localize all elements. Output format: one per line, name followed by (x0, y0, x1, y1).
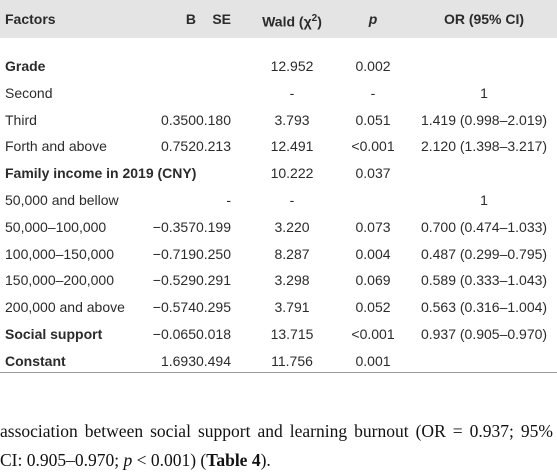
paragraph-text: p (123, 450, 133, 470)
header-superscript: 2 (311, 13, 318, 24)
table-cell: 0.180 (195, 111, 231, 128)
table-cell: 2.120 (1.398–3.217) (420, 138, 548, 155)
paragraph-text: < 0.001) ( (132, 450, 207, 470)
row-label: Forth and above (5, 138, 107, 155)
table-cell: 0.051 (355, 111, 391, 128)
row-label: Social support (5, 326, 103, 342)
table-cell: 3.793 (274, 111, 310, 128)
table-cell: 0.037 (355, 165, 391, 182)
table-bottom-rule (0, 372, 557, 373)
table-cell: 0.700 (0.474–1.033) (420, 218, 548, 235)
table-cell: 0.487 (0.299–0.795) (420, 245, 548, 262)
row-label: 50,000–100,000 (5, 218, 107, 235)
table-cell: 11.756 (271, 352, 313, 369)
table-cell: - (289, 84, 295, 101)
table-cell: 3.791 (274, 299, 310, 316)
table-cell: 0.589 (0.333–1.043) (420, 272, 548, 289)
row-label: 200,000 and above (5, 299, 125, 316)
table-cell: 0.494 (195, 352, 231, 369)
row-label: 50,000 and bellow (5, 192, 119, 208)
table-cell: 0.752 (160, 138, 196, 155)
row-label: 100,000–150,000 (5, 245, 114, 262)
table-cell: 0.073 (355, 218, 391, 235)
table-cell: 0.002 (355, 58, 391, 74)
table-cell: 0.001 (355, 352, 391, 369)
table-cell: 12.491 (270, 138, 314, 155)
table-cell: 3.220 (274, 218, 310, 235)
table-cell: 1 (480, 192, 488, 208)
row-label: Second (5, 84, 53, 101)
table-cell: - (226, 192, 231, 208)
column-header: Factors (5, 11, 56, 27)
table-cell: −0.719 (152, 245, 196, 262)
paragraph-text: Table 4 (206, 450, 261, 470)
header-text: Wald (χ (262, 13, 312, 30)
table-cell: - (289, 192, 295, 208)
column-header: OR (95% CI) (443, 11, 525, 27)
table-cell: 0.069 (355, 272, 391, 289)
table-cell: 1.419 (0.998–2.019) (420, 111, 548, 128)
table-cell: 3.298 (274, 272, 310, 289)
table-cell: 0.295 (195, 299, 231, 316)
table-cell: 0.291 (195, 272, 231, 289)
row-label: 150,000–200,000 (5, 272, 114, 289)
table-cell: 0.052 (355, 299, 391, 316)
row-label: Grade (5, 58, 46, 74)
table-cell: 13.715 (270, 326, 314, 342)
table-cell: 0.018 (195, 326, 231, 342)
row-label: Third (5, 111, 37, 128)
column-header: p (368, 11, 378, 27)
table-cell: −0.529 (152, 272, 196, 289)
table-cell: - (370, 84, 376, 101)
column-header: B (185, 11, 196, 27)
column-header: Wald (χ2) (262, 10, 322, 31)
table-cell: −0.357 (152, 218, 196, 235)
paragraph-text: ). (260, 450, 271, 470)
table-cell: 1 (480, 84, 488, 101)
table-header-background (0, 0, 557, 38)
table-cell: −0.574 (152, 299, 196, 316)
table-cell: 0.199 (195, 218, 231, 235)
row-label: Constant (5, 352, 66, 369)
table-cell: <0.001 (351, 138, 395, 155)
column-header: SE (212, 11, 231, 27)
table-cell: 0.937 (0.905–0.970) (420, 326, 548, 342)
table-cell: 0.213 (195, 138, 231, 155)
header-text: ) (317, 13, 322, 30)
paragraph-text: association between social support and l… (0, 421, 553, 470)
row-label: Family income in 2019 (CNY) (5, 165, 197, 182)
table-cell: 8.287 (274, 245, 310, 262)
table-cell: 0.350 (160, 111, 196, 128)
table-cell: 0.004 (355, 245, 391, 262)
table-cell: 0.250 (195, 245, 231, 262)
table-cell: <0.001 (351, 326, 395, 342)
paragraph: association between social support and l… (0, 417, 553, 474)
table-cell: 12.952 (270, 58, 314, 74)
table-cell: 0.563 (0.316–1.004) (420, 299, 548, 316)
table-cell: 1.693 (160, 352, 196, 369)
table-cell: 10.222 (270, 165, 314, 182)
table-cell: −0.065 (152, 326, 196, 342)
